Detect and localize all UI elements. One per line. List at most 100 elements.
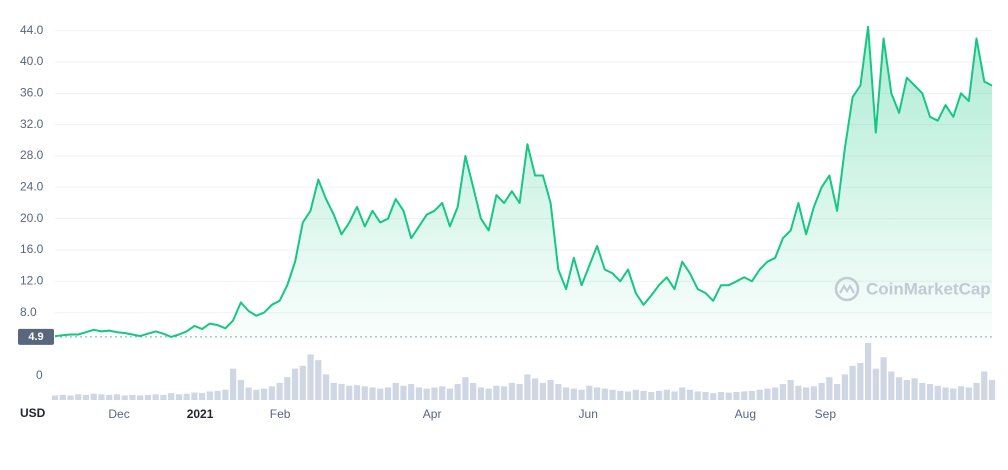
volume-bar [516,384,523,400]
volume-bar [950,388,957,400]
volume-bar [245,387,252,400]
volume-bar [655,390,663,400]
volume-bar [965,387,972,400]
volume-bar [834,384,841,400]
volume-bar [957,386,965,400]
volume-bar [686,389,694,400]
volume-bar [144,394,152,400]
y-tick-label: 40.0 [20,54,44,68]
volume-bar [284,377,291,400]
volume-bar [555,384,562,400]
volume-bar [818,382,825,400]
volume-bar [377,388,384,400]
volume-bar [942,387,949,400]
volume-bar [586,385,593,400]
volume-bar [230,368,237,400]
volume-bar [872,368,879,400]
volume-bar [322,374,330,400]
volume-bar [849,365,856,400]
volume-bar [75,394,82,400]
watermark-text: CoinMarketCap [866,279,991,298]
volume-bar [408,384,415,400]
volume-bar [353,385,361,400]
volume-bar [315,360,322,400]
volume-bar [787,380,794,400]
volume-bar [578,389,585,400]
volume-bar [895,377,903,400]
volume-bar [648,392,655,400]
volume-bar [214,390,221,400]
volume-bar [717,392,725,400]
volume-bar [361,386,368,400]
volume-bar [663,389,670,400]
volume-bar [702,392,709,400]
volume-bar [431,387,438,400]
volume-bar [307,354,314,400]
volume-bar [756,389,763,400]
volume-bar [880,357,887,400]
volume-bar [671,391,678,400]
volume-tick-label: 0 [36,368,43,382]
volume-bar [694,391,701,400]
watermark-logo-mark [839,284,855,294]
volume-bar [981,371,988,400]
volume-bar [609,389,616,400]
y-tick-label: 36.0 [20,85,44,99]
volume-bar [299,365,306,400]
volume-bar [462,377,469,400]
volume-bar [439,386,446,400]
volume-bar [795,385,802,400]
volume-bar [593,387,601,400]
volume-bar [90,393,97,400]
y-tick-label: 20.0 [20,211,44,225]
volume-bar [865,343,872,400]
volume-bar [547,380,554,400]
volume-bar [919,382,926,400]
volume-bar [562,387,570,400]
volume-bar [260,388,268,400]
volume-bar [888,371,895,400]
volume-bar [934,385,941,400]
y-tick-label: 12.0 [20,273,44,287]
volume-bar [113,394,121,400]
y-tick-label: 16.0 [20,242,44,256]
y-tick-label: 28.0 [20,148,44,162]
volume-bar [338,384,345,400]
volume-bar [524,374,531,400]
x-tick-label: Jun [579,407,598,421]
volume-bar [199,393,206,400]
volume-bar [748,390,756,400]
volume-bar [106,394,113,400]
volume-bar [679,387,686,400]
volume-bar [485,388,492,400]
watermark: CoinMarketCap [834,276,991,302]
volume-bar [973,382,980,400]
volume-bar [454,384,461,400]
volume-bar [779,384,787,400]
volume-bar [741,391,748,400]
volume-bar [268,386,275,400]
volume-bar [423,388,430,400]
volume-bar [532,378,539,400]
volume-bar [237,380,244,400]
currency-label: USD [20,406,46,420]
y-tick-label: 24.0 [20,179,44,193]
volume-bar [346,385,353,400]
volume-bar [392,382,399,400]
baseline-badge [18,328,54,345]
volume-bar [477,387,485,400]
volume-bar [98,394,105,400]
baseline-label: 4.9 [28,331,43,343]
y-tick-label: 44.0 [20,23,44,37]
volume-bar [640,390,647,400]
x-tick-label: Dec [108,407,129,421]
x-tick-label: 2021 [187,407,214,421]
volume-bar [501,386,508,400]
y-tick-label: 32.0 [20,117,44,131]
volume-bar [67,395,74,400]
volume-bar [121,395,128,400]
volume-bar [369,387,376,400]
volume-bar [733,392,740,400]
volume-bar [826,377,833,400]
